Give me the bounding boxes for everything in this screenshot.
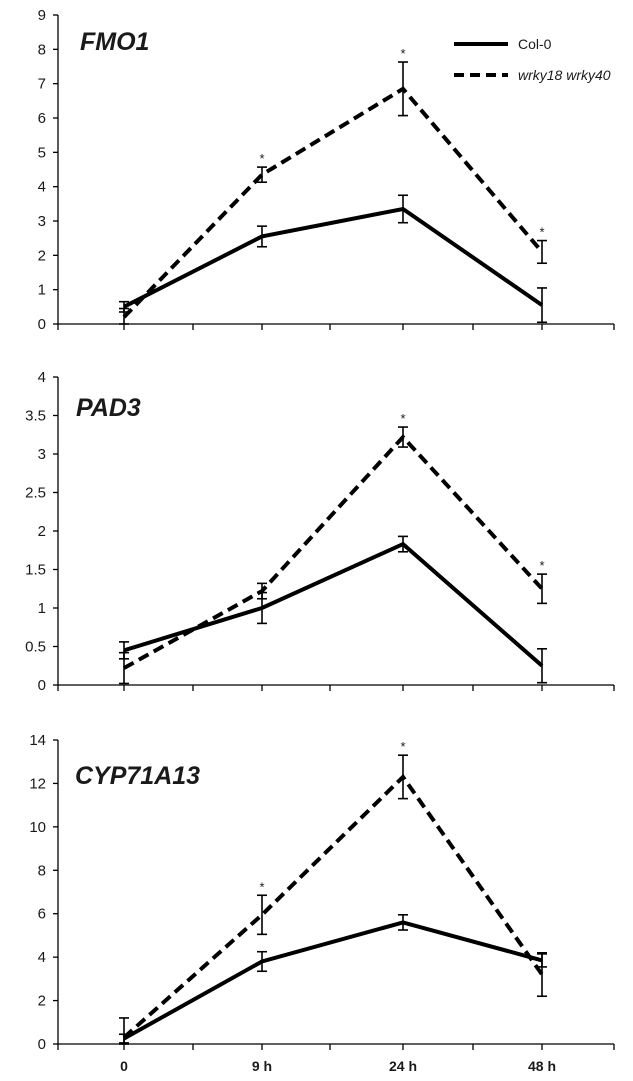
y-tick-label: 9 — [38, 7, 46, 24]
y-tick-label: 0 — [38, 677, 46, 694]
legend-label-col0: Col-0 — [518, 36, 552, 52]
series-line — [122, 86, 544, 319]
y-tick-label: 12 — [29, 775, 46, 792]
significance-marker: * — [539, 225, 544, 240]
y-tick-label: 3.5 — [25, 408, 46, 425]
y-tick-label: 10 — [29, 819, 46, 836]
y-tick-label: 8 — [38, 41, 46, 58]
chart-panel-0: 0 1 2 3 4 5 6 7 8 9 FMO1 * * * — [38, 7, 615, 333]
y-tick-label: 0 — [38, 1036, 46, 1053]
y-tick-label: 3 — [38, 446, 46, 463]
y-tick-label: 14 — [29, 732, 46, 749]
significance-marker: * — [400, 739, 405, 754]
significance-marker: * — [259, 151, 264, 166]
series-col0 — [119, 913, 547, 1044]
y-tick-label: 3 — [38, 213, 46, 230]
series-col0 — [119, 535, 547, 684]
series-wrky18-wrky40 — [119, 426, 547, 685]
y-tick-label: 2 — [38, 247, 46, 264]
series-wrky18-wrky40 — [119, 754, 547, 1045]
y-tick-label: 0.5 — [25, 639, 46, 656]
x-tick-label: 24 h — [389, 1058, 417, 1074]
y-tick-label: 5 — [38, 144, 46, 161]
y-tick-label: 1 — [38, 600, 46, 617]
series-wrky18-wrky40 — [119, 61, 547, 325]
series-line — [123, 920, 543, 1041]
significance-marker: * — [259, 879, 264, 894]
y-tick-label: 4 — [38, 369, 46, 386]
series-col0 — [119, 194, 547, 324]
legend: Col-0 wrky18 wrky40 — [454, 36, 611, 83]
x-tick-label: 48 h — [528, 1058, 556, 1074]
significance-marker: * — [400, 46, 405, 61]
y-tick-label: 0 — [38, 316, 46, 333]
y-tick-label: 8 — [38, 862, 46, 879]
significance-marker: * — [539, 558, 544, 573]
series-line — [123, 206, 544, 309]
y-tick-label: 6 — [38, 906, 46, 923]
legend-label-wrky: wrky18 wrky40 — [518, 67, 611, 83]
y-tick-label: 2 — [38, 993, 46, 1010]
y-tick-label: 7 — [38, 76, 46, 93]
panel-title: FMO1 — [80, 28, 149, 56]
chart-panel-1: 0 0.5 1 1.5 2 2.5 3 3.5 4 PAD3 * * — [25, 369, 615, 694]
significance-marker: * — [400, 411, 405, 426]
y-tick-label: 6 — [38, 110, 46, 127]
chart-panel-2: 0 2 4 6 8 10 12 14 0 9 h 24 h 48 h CYP71A13 * * — [29, 732, 615, 1074]
x-tick-label: 9 h — [252, 1058, 272, 1074]
y-tick-label: 2.5 — [25, 485, 46, 502]
x-tick-label: 0 — [120, 1058, 128, 1074]
y-tick-label: 4 — [38, 949, 46, 966]
series-line — [123, 541, 544, 668]
series-line — [122, 773, 544, 1039]
series-line — [123, 434, 544, 670]
y-tick-label: 1 — [38, 282, 46, 299]
panel-title: PAD3 — [76, 394, 141, 422]
y-tick-label: 1.5 — [25, 562, 46, 579]
panel-title: CYP71A13 — [75, 762, 200, 790]
y-tick-label: 4 — [38, 179, 46, 196]
y-tick-label: 2 — [38, 523, 46, 540]
